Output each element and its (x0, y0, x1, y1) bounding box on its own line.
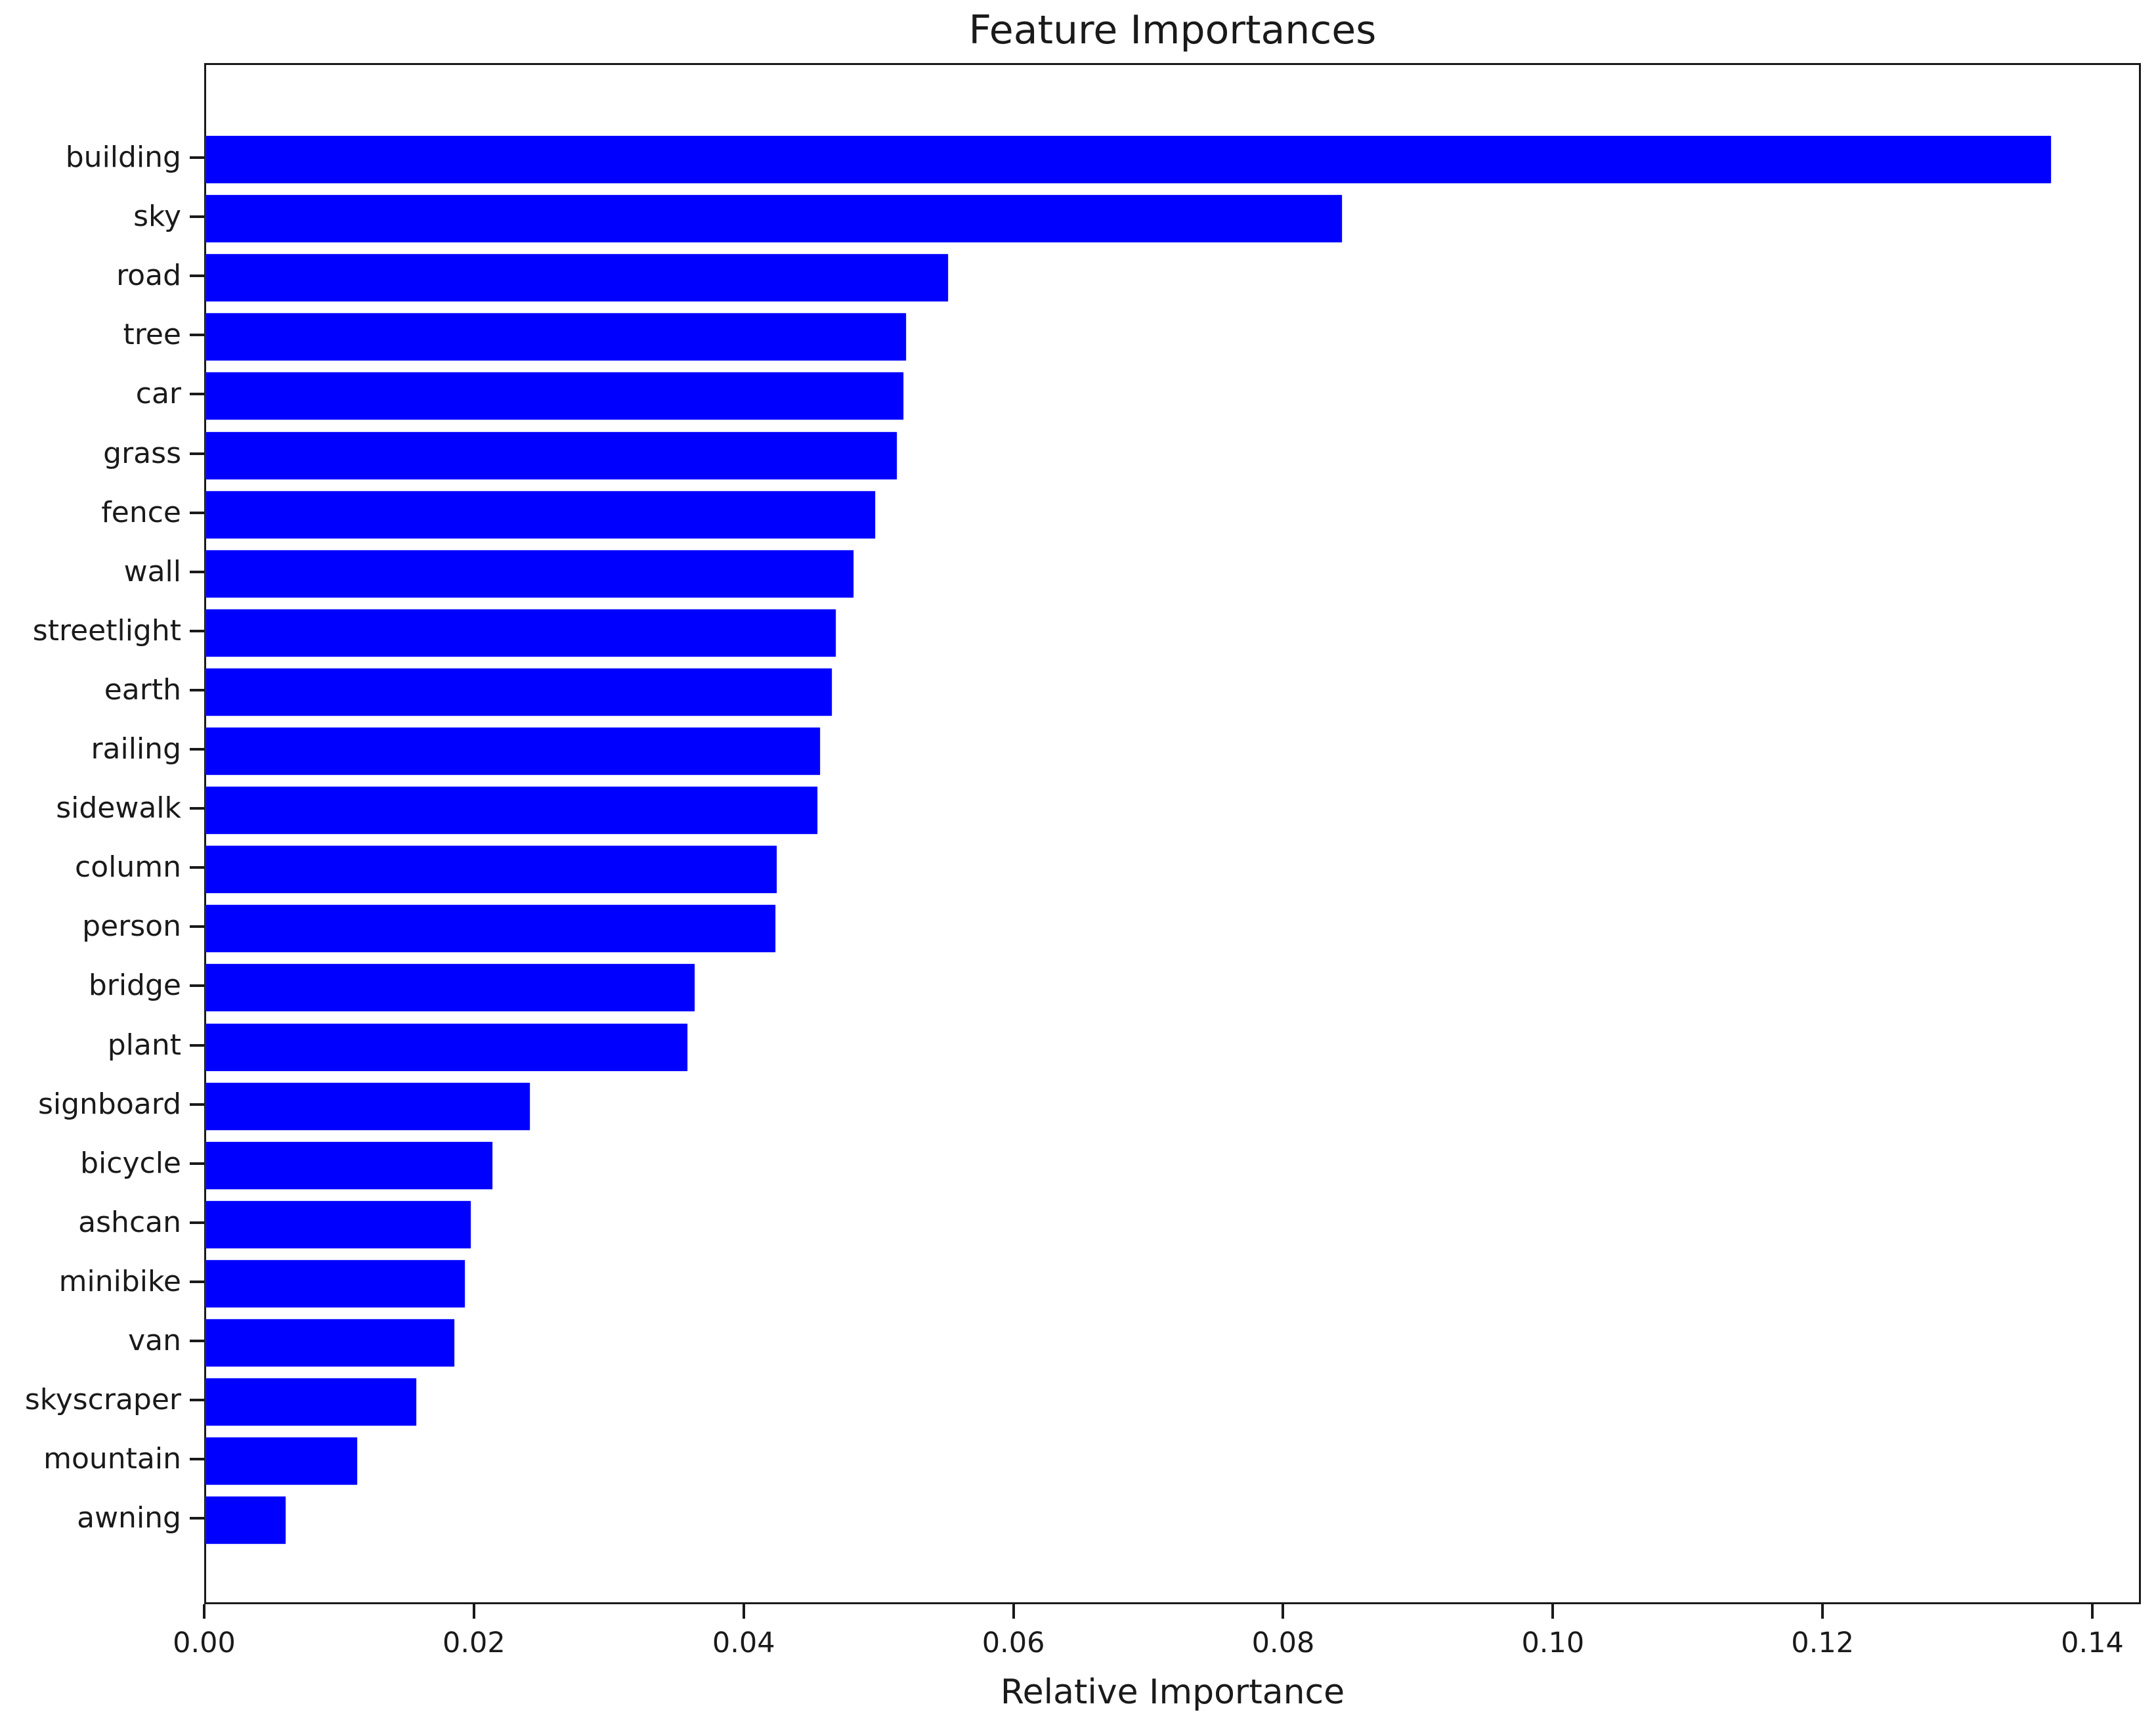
bar-minibike (206, 1259, 465, 1307)
y-tick-label-railing: railing (91, 732, 181, 766)
y-tick-mark (190, 925, 204, 929)
x-tick-label-0.06: 0.06 (981, 1627, 1045, 1659)
y-tick-mark (190, 688, 204, 691)
bar-awning (206, 1497, 286, 1544)
bar-skyscraper (206, 1378, 417, 1426)
y-tick-mark (190, 1103, 204, 1106)
bar-mountain (206, 1437, 358, 1485)
bar-bicycle (206, 1141, 492, 1189)
y-tick-mark (190, 1458, 204, 1461)
x-tick-mark (472, 1604, 475, 1619)
bar-car (206, 372, 904, 420)
y-tick-mark (190, 1399, 204, 1402)
x-axis-label: Relative Importance (1000, 1673, 1345, 1712)
y-tick-mark (190, 511, 204, 514)
bar-sidewalk (206, 787, 817, 835)
y-tick-label-streetlight: streetlight (32, 613, 181, 647)
y-tick-mark (190, 1043, 204, 1047)
x-tick-label-0.08: 0.08 (1251, 1627, 1315, 1659)
y-tick-label-car: car (135, 377, 181, 411)
plot-area (204, 63, 2141, 1604)
bar-column (206, 846, 777, 894)
bar-sky (206, 195, 1342, 243)
y-tick-label-road: road (116, 259, 181, 293)
y-tick-mark (190, 1340, 204, 1342)
y-tick-label-person: person (82, 909, 181, 944)
x-tick-mark (1551, 1604, 1555, 1619)
x-tick-label-0.14: 0.14 (2061, 1627, 2124, 1659)
y-tick-mark (190, 866, 204, 869)
y-tick-label-skyscraper: skyscraper (24, 1383, 181, 1417)
y-tick-label-signboard: signboard (37, 1087, 181, 1121)
y-tick-mark (190, 452, 204, 455)
x-tick-label-0.02: 0.02 (442, 1627, 506, 1659)
bar-road (206, 254, 948, 302)
y-tick-mark (190, 748, 204, 751)
y-tick-label-tree: tree (123, 318, 181, 352)
y-tick-label-grass: grass (103, 436, 181, 470)
bar-grass (206, 431, 897, 479)
y-tick-label-mountain: mountain (43, 1442, 181, 1476)
x-tick-mark (1012, 1604, 1015, 1619)
y-tick-label-minibike: minibike (58, 1264, 181, 1298)
bar-fence (206, 491, 875, 538)
x-tick-label-0.04: 0.04 (712, 1627, 775, 1659)
bar-signboard (206, 1082, 530, 1130)
y-tick-label-fence: fence (101, 495, 181, 529)
y-tick-mark (190, 1162, 204, 1165)
y-tick-label-sidewalk: sidewalk (56, 791, 181, 825)
x-tick-label-0.12: 0.12 (1791, 1627, 1855, 1659)
bar-plant (206, 1023, 688, 1071)
y-tick-mark (190, 1280, 204, 1283)
y-tick-mark (190, 570, 204, 573)
bar-wall (206, 550, 854, 598)
y-tick-mark (190, 984, 204, 988)
x-tick-mark (203, 1604, 205, 1619)
y-tick-mark (190, 274, 204, 278)
y-tick-label-van: van (128, 1324, 181, 1357)
bar-railing (206, 728, 820, 775)
y-tick-mark (190, 156, 204, 159)
x-tick-mark (2091, 1604, 2094, 1619)
bar-person (206, 905, 775, 953)
y-tick-mark (190, 334, 204, 337)
y-tick-label-plant: plant (107, 1028, 181, 1062)
bars-layer (206, 65, 2139, 1602)
bar-building (206, 136, 2052, 183)
y-tick-label-building: building (65, 141, 181, 174)
y-tick-mark (190, 807, 204, 810)
x-tick-mark (1282, 1604, 1285, 1619)
bar-streetlight (206, 609, 836, 657)
y-tick-mark (190, 215, 204, 219)
x-tick-label-0.00: 0.00 (173, 1627, 236, 1659)
y-tick-mark (190, 1517, 204, 1520)
y-tick-label-earth: earth (104, 672, 181, 707)
y-tick-label-awning: awning (77, 1501, 181, 1535)
y-tick-label-sky: sky (133, 200, 181, 234)
y-tick-label-ashcan: ashcan (78, 1205, 181, 1239)
bar-tree (206, 313, 907, 361)
y-tick-label-bridge: bridge (88, 969, 181, 1003)
y-tick-label-wall: wall (123, 554, 181, 588)
y-tick-mark (190, 1221, 204, 1224)
chart-title: Feature Importances (968, 7, 1377, 53)
x-tick-mark (1821, 1604, 1824, 1619)
y-tick-label-bicycle: bicycle (80, 1146, 181, 1180)
y-tick-mark (190, 629, 204, 632)
bar-ashcan (206, 1200, 471, 1248)
x-tick-label-0.10: 0.10 (1521, 1627, 1585, 1659)
y-tick-label-column: column (75, 850, 181, 885)
y-tick-mark (190, 393, 204, 396)
x-tick-mark (742, 1604, 745, 1619)
bar-earth (206, 668, 832, 716)
bar-van (206, 1319, 454, 1367)
bar-bridge (206, 964, 695, 1012)
